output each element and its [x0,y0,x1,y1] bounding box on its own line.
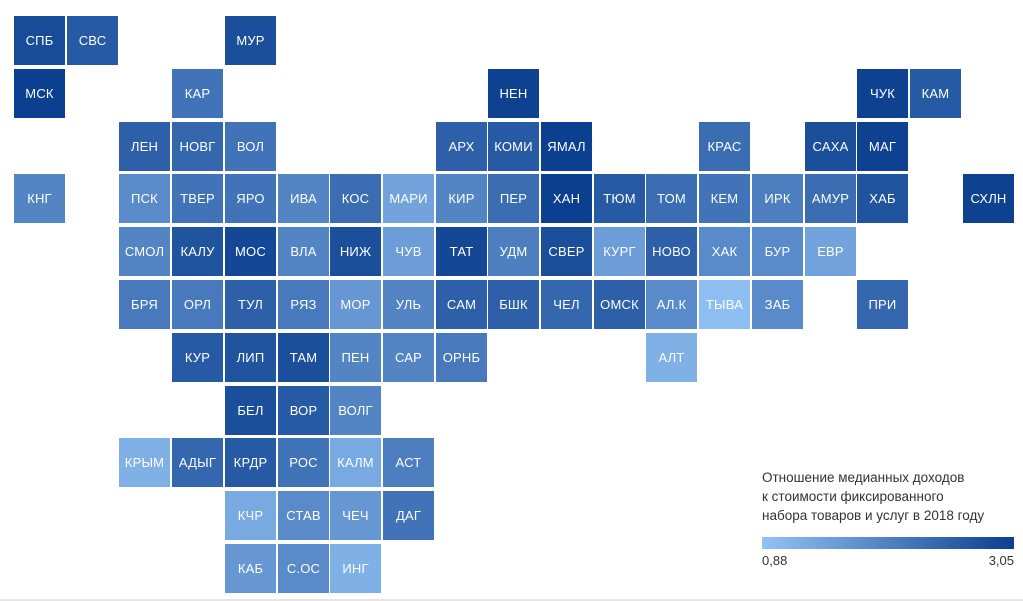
region-tile[interactable]: МАГ [857,122,908,171]
region-tile[interactable]: ИРК [752,174,803,223]
region-tile[interactable]: СВС [67,16,118,65]
region-tile[interactable]: ТАТ [436,227,487,276]
region-tile[interactable]: КРЫМ [119,438,170,487]
region-tile[interactable]: ОРЛ [172,280,223,329]
region-tile[interactable]: ЗАБ [752,280,803,329]
region-tile[interactable]: НОВО [646,227,697,276]
region-tile[interactable]: КЧР [225,491,276,540]
region-tile[interactable]: ЯРО [225,174,276,223]
region-tile[interactable]: ЛЕН [119,122,170,171]
region-tile[interactable]: ХАН [541,174,592,223]
region-tile[interactable]: ВОЛГ [330,386,381,435]
region-tile[interactable]: ЧУК [857,69,908,118]
region-tile[interactable]: САХА [805,122,856,171]
region-tile[interactable]: ТВЕР [172,174,223,223]
legend-max-label: 3,05 [988,553,1014,568]
region-tile[interactable]: КУР [172,333,223,382]
region-tile[interactable]: КОМИ [488,122,539,171]
region-tile[interactable]: РЯЗ [278,280,329,329]
region-tile[interactable]: САР [383,333,434,382]
region-tile[interactable]: ЧЕЧ [330,491,381,540]
legend-title: Отношение медианных доходов к стоимости … [762,470,985,523]
region-tile[interactable]: КУРГ [594,227,645,276]
region-tile[interactable]: НОВГ [172,122,223,171]
region-tile[interactable]: САМ [436,280,487,329]
region-tile[interactable]: КАБ [225,544,276,593]
region-tile[interactable]: ТОМ [646,174,697,223]
region-tile[interactable]: МОР [330,280,381,329]
region-tile[interactable]: ТЮМ [594,174,645,223]
region-tile[interactable]: МАРИ [383,174,434,223]
region-tile[interactable]: ЧУВ [383,227,434,276]
region-tile[interactable]: УДМ [488,227,539,276]
region-tile[interactable]: БЕЛ [225,386,276,435]
region-tile[interactable]: ВЛА [278,227,329,276]
region-tile[interactable]: ХАБ [857,174,908,223]
region-tile[interactable]: ИВА [278,174,329,223]
region-tile[interactable]: СВЕР [541,227,592,276]
region-tile[interactable]: КИР [436,174,487,223]
divider [0,599,1023,601]
region-tile[interactable]: РОС [278,438,329,487]
region-tile[interactable]: ЯМАЛ [541,122,592,171]
region-tile[interactable]: ОМСК [594,280,645,329]
region-tile[interactable]: СПБ [14,16,65,65]
region-tile[interactable]: ТУЛ [225,280,276,329]
legend-color-bar [762,537,1014,549]
region-tile[interactable]: КНГ [14,174,65,223]
region-tile[interactable]: КАЛМ [330,438,381,487]
region-tile[interactable]: ХАК [699,227,750,276]
region-tile[interactable]: ДАГ [383,491,434,540]
region-tile[interactable]: СТАВ [278,491,329,540]
region-tile[interactable]: АДЫГ [172,438,223,487]
region-tile[interactable]: С.ОС [278,544,329,593]
region-tile[interactable]: УЛЬ [383,280,434,329]
region-tile[interactable]: ПЕР [488,174,539,223]
region-tile[interactable]: ВОЛ [225,122,276,171]
region-tile[interactable]: ЧЕЛ [541,280,592,329]
region-tile[interactable]: ЕВР [805,227,856,276]
region-tile[interactable]: ПРИ [857,280,908,329]
region-tile[interactable]: БУР [752,227,803,276]
region-tile[interactable]: КАР [172,69,223,118]
region-tile[interactable]: КОС [330,174,381,223]
legend-min-label: 0,88 [762,553,788,568]
region-tile[interactable]: ОРНБ [436,333,487,382]
region-tile[interactable]: АЛ.К [646,280,697,329]
region-tile[interactable]: АРХ [436,122,487,171]
region-tile[interactable]: МУР [225,16,276,65]
region-tile[interactable]: СХЛН [963,174,1014,223]
region-tile[interactable]: ТАМ [278,333,329,382]
region-tile[interactable]: НИЖ [330,227,381,276]
region-tile[interactable]: АСТ [383,438,434,487]
region-tile[interactable]: КРАС [699,122,750,171]
region-tile[interactable]: КАМ [910,69,961,118]
region-tile[interactable]: НЕН [488,69,539,118]
region-tile[interactable]: БШК [488,280,539,329]
region-tile[interactable]: АМУР [805,174,856,223]
region-tile[interactable]: ИНГ [330,544,381,593]
legend-ticks: 0,88 3,05 [762,553,1014,568]
region-tile[interactable]: АЛТ [646,333,697,382]
region-tile[interactable]: ВОР [278,386,329,435]
region-tile[interactable]: ПСК [119,174,170,223]
region-tile[interactable]: КАЛУ [172,227,223,276]
region-tile[interactable]: БРЯ [119,280,170,329]
region-tile[interactable]: ЛИП [225,333,276,382]
legend: Отношение медианных доходов к стоимости … [762,468,1014,568]
region-tile[interactable]: ТЫВА [699,280,750,329]
region-tile[interactable]: ПЕН [330,333,381,382]
region-tile[interactable]: КРДР [225,438,276,487]
region-tile[interactable]: КЕМ [699,174,750,223]
region-tile[interactable]: СМОЛ [119,227,170,276]
region-tile[interactable]: МОС [225,227,276,276]
region-tile[interactable]: МСК [14,69,65,118]
